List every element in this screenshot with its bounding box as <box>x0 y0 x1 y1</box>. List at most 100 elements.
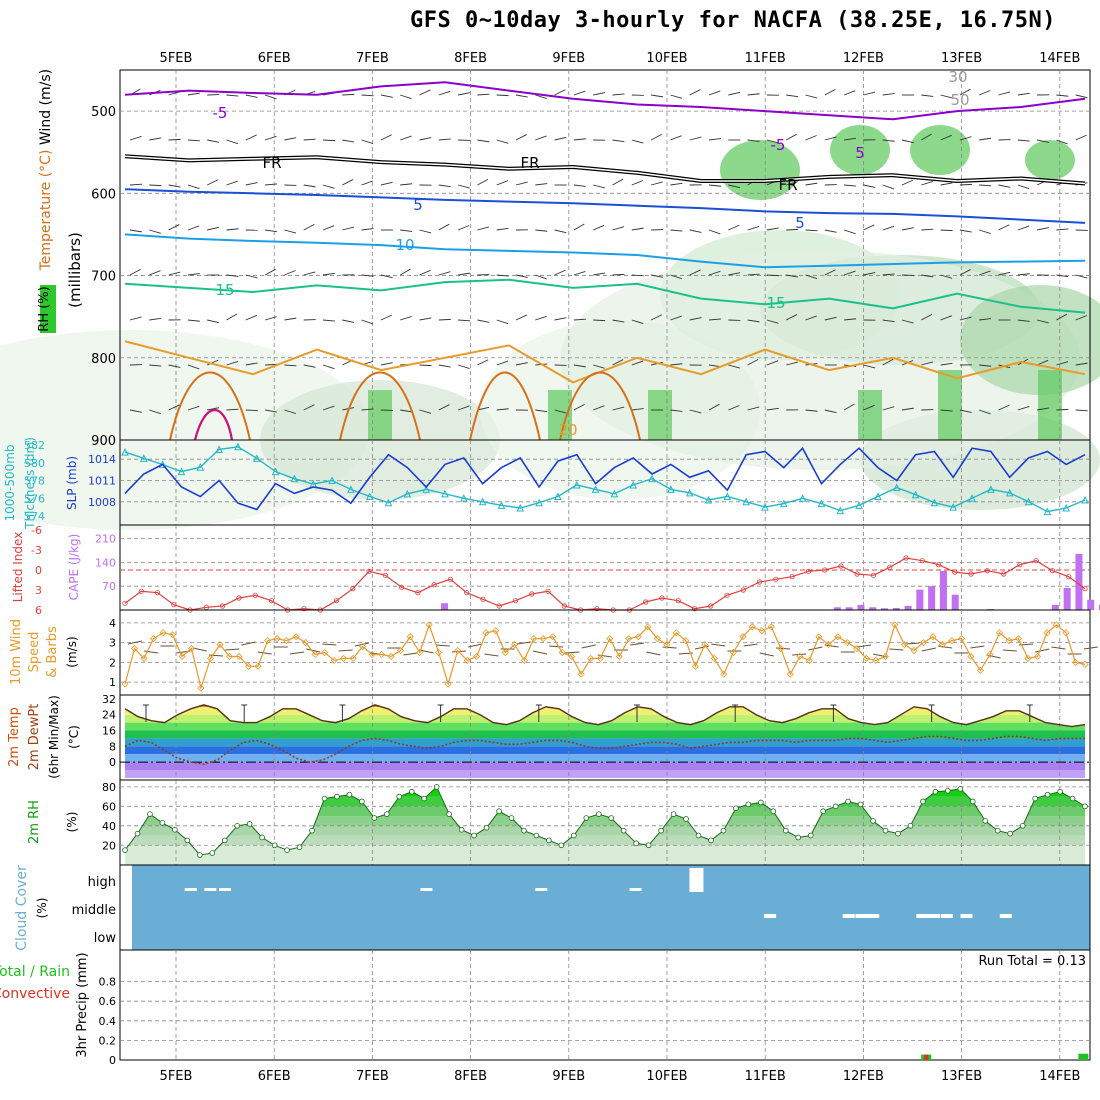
contour-annotation: 5 <box>795 214 805 232</box>
wind-barb <box>979 318 992 321</box>
wind-speed-point <box>853 644 861 653</box>
wind-barb <box>477 359 489 366</box>
wind-barb <box>863 404 875 411</box>
rh-high-shading <box>938 370 962 440</box>
rh-point <box>957 786 964 792</box>
wind-speed-point <box>473 652 481 661</box>
wind-barb <box>168 138 181 141</box>
wind-barb <box>496 319 509 325</box>
wind-speed-point <box>663 641 671 649</box>
contour-annotation: 20 <box>558 421 577 439</box>
wind-barb <box>399 268 411 276</box>
rh-point <box>620 827 627 834</box>
cape-bar <box>987 608 995 610</box>
cloud-gap-mid <box>764 914 777 918</box>
wind-barb <box>670 182 683 186</box>
rh-tick-label: 60 <box>102 800 116 813</box>
wind-speed-point <box>378 650 386 659</box>
wind-speed-point <box>872 656 880 664</box>
rh-point <box>221 837 228 844</box>
wind-barb <box>1037 227 1049 231</box>
wind-tick-label: 4 <box>109 617 116 630</box>
wind-speed-point <box>206 654 215 662</box>
wind-barb <box>940 182 953 186</box>
wind-barb <box>438 90 451 96</box>
rh-point <box>122 847 128 853</box>
wind-barb <box>1056 139 1068 145</box>
rh-point <box>770 808 777 814</box>
wind-barb <box>535 409 548 413</box>
wind-barb <box>1017 184 1030 190</box>
rh-high-shading <box>648 390 672 440</box>
thickness-point <box>1081 495 1089 504</box>
wind-barb-10m <box>743 643 758 647</box>
wind-barb-10m <box>646 651 661 656</box>
time-label-top: 10FEB <box>646 51 687 66</box>
lifted-index-point <box>854 571 860 577</box>
thickness-point <box>987 485 995 493</box>
wind-barb <box>573 184 586 187</box>
wind-barb <box>998 184 1011 188</box>
wind-speed-point <box>948 637 956 645</box>
rh-point <box>408 788 415 795</box>
rh-point <box>695 832 702 839</box>
rh-point <box>658 827 664 834</box>
wind-barb-10m <box>565 651 580 654</box>
lifted-index-point <box>984 568 990 574</box>
wind-barb <box>593 272 606 276</box>
wind-barb <box>496 274 509 277</box>
wind-barb <box>168 184 181 188</box>
wind-barb <box>766 319 779 324</box>
wind-barb <box>419 137 432 141</box>
wind-barb <box>805 409 818 412</box>
rh-point <box>733 805 739 812</box>
wind-barb <box>708 90 721 96</box>
lifted-index-point <box>952 569 958 575</box>
wind-barb <box>959 136 972 141</box>
thickness-tick-label: 578 <box>24 475 45 488</box>
wind-barb <box>303 184 316 188</box>
wind-barb <box>786 361 798 366</box>
wind-barb <box>400 94 412 100</box>
wind-barb <box>535 94 547 99</box>
cloud-gap-mid <box>940 914 953 918</box>
thickness-point <box>780 499 788 508</box>
wind-barb <box>265 363 278 366</box>
wind-barb <box>573 403 585 411</box>
precip-conv-bar <box>924 1054 929 1060</box>
wind-barb <box>1056 274 1069 278</box>
temp-band <box>125 722 1085 731</box>
wind-barb-10m <box>1002 649 1017 652</box>
wind-barb <box>1056 228 1069 231</box>
wind-barb <box>515 94 528 98</box>
rh-point <box>483 824 490 831</box>
contour-annotation: FR <box>520 154 539 172</box>
precip-tick-label: 0.8 <box>99 976 117 989</box>
wind-speed-point <box>1033 652 1042 661</box>
temp-contour <box>124 81 1086 121</box>
rh-high-shading <box>830 125 890 175</box>
wind-barb <box>785 314 798 321</box>
wind-barb <box>979 90 991 96</box>
rh-point <box>595 811 602 817</box>
wind-barb <box>361 228 374 231</box>
wind-barb <box>129 268 141 276</box>
wind-barb <box>921 313 933 321</box>
cape-bar <box>833 607 841 610</box>
wind-barb <box>168 404 180 411</box>
lifted-index-point <box>1082 586 1088 592</box>
wind-barb <box>805 229 818 232</box>
wind-speed-point <box>625 635 633 643</box>
wind-barb <box>689 89 701 96</box>
wind-barb <box>593 319 606 322</box>
rh-point <box>234 822 241 829</box>
rh-point <box>271 842 278 849</box>
wind-barb <box>380 314 393 321</box>
wind-barb <box>1075 315 1087 321</box>
wind-barb <box>322 139 336 142</box>
rh-point <box>508 815 515 821</box>
cape-bar <box>441 603 449 610</box>
thickness-point <box>422 485 430 493</box>
rh-point <box>496 808 502 814</box>
precip-frame <box>119 949 1091 1061</box>
